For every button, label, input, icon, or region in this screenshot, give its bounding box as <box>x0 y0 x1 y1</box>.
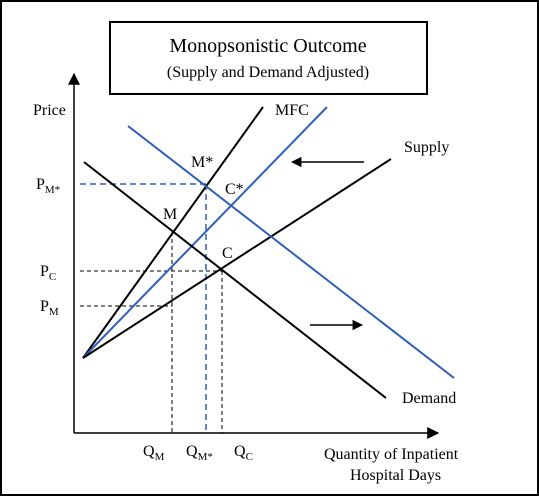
title-line1: Monopsonistic Outcome <box>169 35 366 57</box>
price-tick-pm-star: PM* <box>36 176 60 196</box>
mfc-adjusted-curve <box>82 106 328 359</box>
supply-label: Supply <box>404 139 449 156</box>
demand-label: Demand <box>402 390 456 407</box>
demand-curve <box>83 161 387 399</box>
y-axis-label: Price <box>33 102 66 119</box>
point-m-label: M <box>163 206 177 223</box>
title-line2: (Supply and Demand Adjusted) <box>167 64 369 81</box>
point-c-star-label: C* <box>225 181 244 198</box>
price-tick-pm: PM <box>40 298 59 318</box>
x-axis-label-line2: Hospital Days <box>350 467 441 484</box>
quantity-tick-qm-star: QM* <box>186 443 213 463</box>
price-tick-pc: PC <box>40 263 56 283</box>
title-border <box>109 21 428 95</box>
title-box: Monopsonistic Outcome (Supply and Demand… <box>109 21 428 95</box>
supply-curve <box>82 158 392 359</box>
point-m-star-label: M* <box>191 154 213 171</box>
curves <box>82 106 455 399</box>
guide-lines <box>80 183 223 433</box>
x-axis-label-line1: Quantity of Inpatient <box>324 446 459 463</box>
mfc-label: MFC <box>275 102 309 119</box>
quantity-tick-qc: QC <box>234 443 253 463</box>
demand-adjusted-curve <box>127 125 455 379</box>
quantity-tick-qm: QM <box>143 443 165 463</box>
point-c-label: C <box>222 245 233 262</box>
